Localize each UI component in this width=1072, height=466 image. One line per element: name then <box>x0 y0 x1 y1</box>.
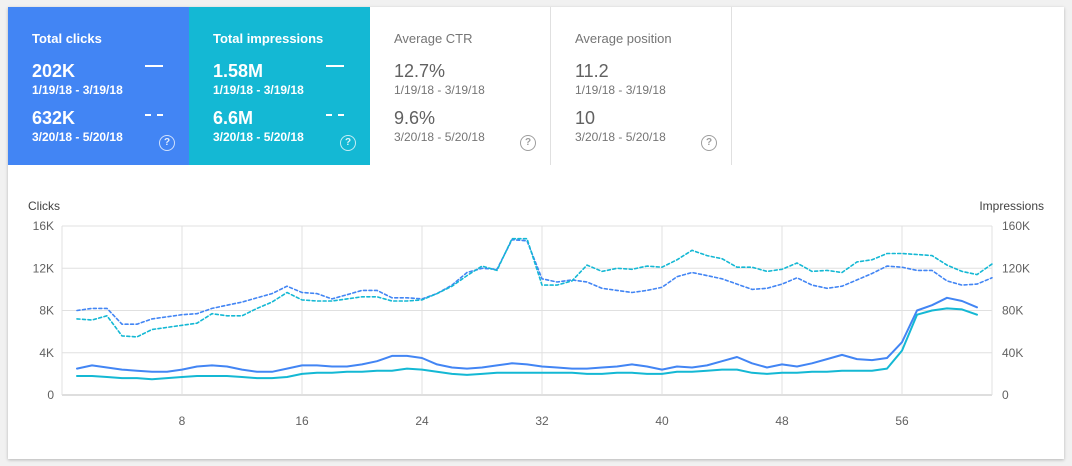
x-tick-label: 32 <box>535 414 549 428</box>
card-value-current: 202K <box>32 61 76 81</box>
card-value-previous: 6.6M <box>213 108 254 128</box>
help-icon[interactable]: ? <box>159 135 175 151</box>
series-line-impressions-solid[interactable] <box>76 307 978 381</box>
card-value-previous: 10 <box>575 108 596 128</box>
card-label: Total impressions <box>213 31 324 46</box>
y-right-tick-label: 80K <box>1002 304 1023 318</box>
help-icon[interactable]: ? <box>701 135 717 151</box>
grid-lines <box>61 225 993 396</box>
y-right-tick-label: 40K <box>1002 346 1023 360</box>
dashed-line-legend-icon <box>326 114 344 116</box>
y-left-tick-label: 4K <box>39 346 54 360</box>
y-left-tick-label: 16K <box>33 219 54 233</box>
x-tick-label: 40 <box>655 414 669 428</box>
y-right-tick-label: 0 <box>1002 388 1009 402</box>
card-label: Total clicks <box>32 31 102 46</box>
average-position-card[interactable]: Average position 11.2 1/19/18 - 3/19/18 … <box>551 7 732 165</box>
x-tick-label: 16 <box>295 414 309 428</box>
card-range-current: 1/19/18 - 3/19/18 <box>32 83 123 97</box>
metric-cards: Total clicks 202K 1/19/18 - 3/19/18 632K… <box>8 7 732 165</box>
y-axis-right-title: Impressions <box>979 199 1044 213</box>
total-clicks-card[interactable]: Total clicks 202K 1/19/18 - 3/19/18 632K… <box>8 7 189 165</box>
y-axis-left-title: Clicks <box>28 199 60 213</box>
card-range-previous: 3/20/18 - 5/20/18 <box>32 130 123 144</box>
x-tick-label: 56 <box>895 414 909 428</box>
card-range-current: 1/19/18 - 3/19/18 <box>213 83 304 97</box>
card-value-previous: 632K <box>32 108 76 128</box>
help-icon[interactable]: ? <box>520 135 536 151</box>
card-value-previous: 9.6% <box>394 108 436 128</box>
card-range-previous: 3/20/18 - 5/20/18 <box>575 130 666 144</box>
series-lines <box>76 237 993 381</box>
x-tick-label: 8 <box>179 414 186 428</box>
solid-line-legend-icon <box>145 65 163 67</box>
y-right-tick-label: 160K <box>1002 219 1030 233</box>
solid-line-legend-icon <box>326 65 344 67</box>
y-left-tick-label: 0 <box>47 388 54 402</box>
series-line-clicks-dashed[interactable] <box>76 238 993 326</box>
y-right-tick-label: 120K <box>1002 261 1030 275</box>
series-line-clicks-solid[interactable] <box>76 296 978 373</box>
x-tick-label: 24 <box>415 414 429 428</box>
help-icon[interactable]: ? <box>340 135 356 151</box>
performance-chart: Clicks Impressions 0 4K 8K 12K 16K 0 40K 80K 120… <box>28 199 1044 428</box>
card-range-current: 1/19/18 - 3/19/18 <box>394 83 485 97</box>
total-impressions-card[interactable]: Total impressions 1.58M 1/19/18 - 3/19/1… <box>189 7 370 165</box>
card-value-current: 12.7% <box>394 61 446 81</box>
y-left-tick-label: 12K <box>33 261 54 275</box>
axis-ticks: 0 4K 8K 12K 16K 0 40K 80K 120K 160K 8 16 24 32 40 48 56 <box>33 219 1030 428</box>
dashed-line-legend-icon <box>145 114 163 116</box>
card-range-current: 1/19/18 - 3/19/18 <box>575 83 666 97</box>
y-left-tick-label: 8K <box>39 304 54 318</box>
series-line-impressions-dashed[interactable] <box>76 237 993 338</box>
performance-panel: Total clicks 202K 1/19/18 - 3/19/18 632K… <box>8 7 1064 459</box>
card-value-current: 11.2 <box>575 61 609 81</box>
card-label: Average position <box>575 31 672 46</box>
card-range-previous: 3/20/18 - 5/20/18 <box>394 130 485 144</box>
card-value-current: 1.58M <box>213 61 264 81</box>
card-range-previous: 3/20/18 - 5/20/18 <box>213 130 304 144</box>
average-ctr-card[interactable]: Average CTR 12.7% 1/19/18 - 3/19/18 9.6%… <box>370 7 551 165</box>
card-label: Average CTR <box>394 31 473 46</box>
x-tick-label: 48 <box>775 414 789 428</box>
